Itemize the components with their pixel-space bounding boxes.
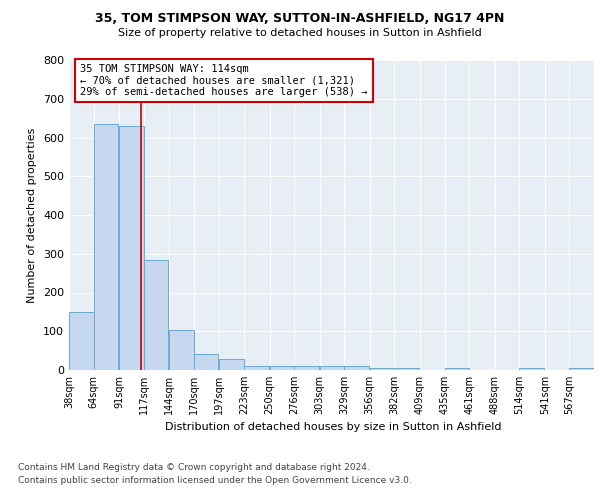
Bar [119, 126, 144, 370]
Bar [394, 368, 419, 370]
Y-axis label: Number of detached properties: Number of detached properties [28, 128, 37, 302]
Bar [69, 312, 94, 370]
Bar [169, 330, 194, 370]
Text: Size of property relative to detached houses in Sutton in Ashfield: Size of property relative to detached ho… [118, 28, 482, 38]
Bar [244, 366, 269, 370]
Bar [220, 359, 244, 370]
Bar [294, 366, 319, 370]
Bar [344, 366, 369, 370]
Bar [569, 368, 594, 370]
Bar [194, 354, 218, 370]
Text: Contains HM Land Registry data © Crown copyright and database right 2024.: Contains HM Land Registry data © Crown c… [18, 462, 370, 471]
Text: 35 TOM STIMPSON WAY: 114sqm
← 70% of detached houses are smaller (1,321)
29% of : 35 TOM STIMPSON WAY: 114sqm ← 70% of det… [80, 64, 368, 97]
Bar [445, 368, 469, 370]
Bar [269, 366, 294, 370]
Text: 35, TOM STIMPSON WAY, SUTTON-IN-ASHFIELD, NG17 4PN: 35, TOM STIMPSON WAY, SUTTON-IN-ASHFIELD… [95, 12, 505, 26]
Bar [320, 366, 344, 370]
Bar [370, 368, 394, 370]
Text: Distribution of detached houses by size in Sutton in Ashfield: Distribution of detached houses by size … [165, 422, 501, 432]
Bar [94, 124, 118, 370]
Text: Contains public sector information licensed under the Open Government Licence v3: Contains public sector information licen… [18, 476, 412, 485]
Bar [144, 260, 169, 370]
Bar [519, 368, 544, 370]
